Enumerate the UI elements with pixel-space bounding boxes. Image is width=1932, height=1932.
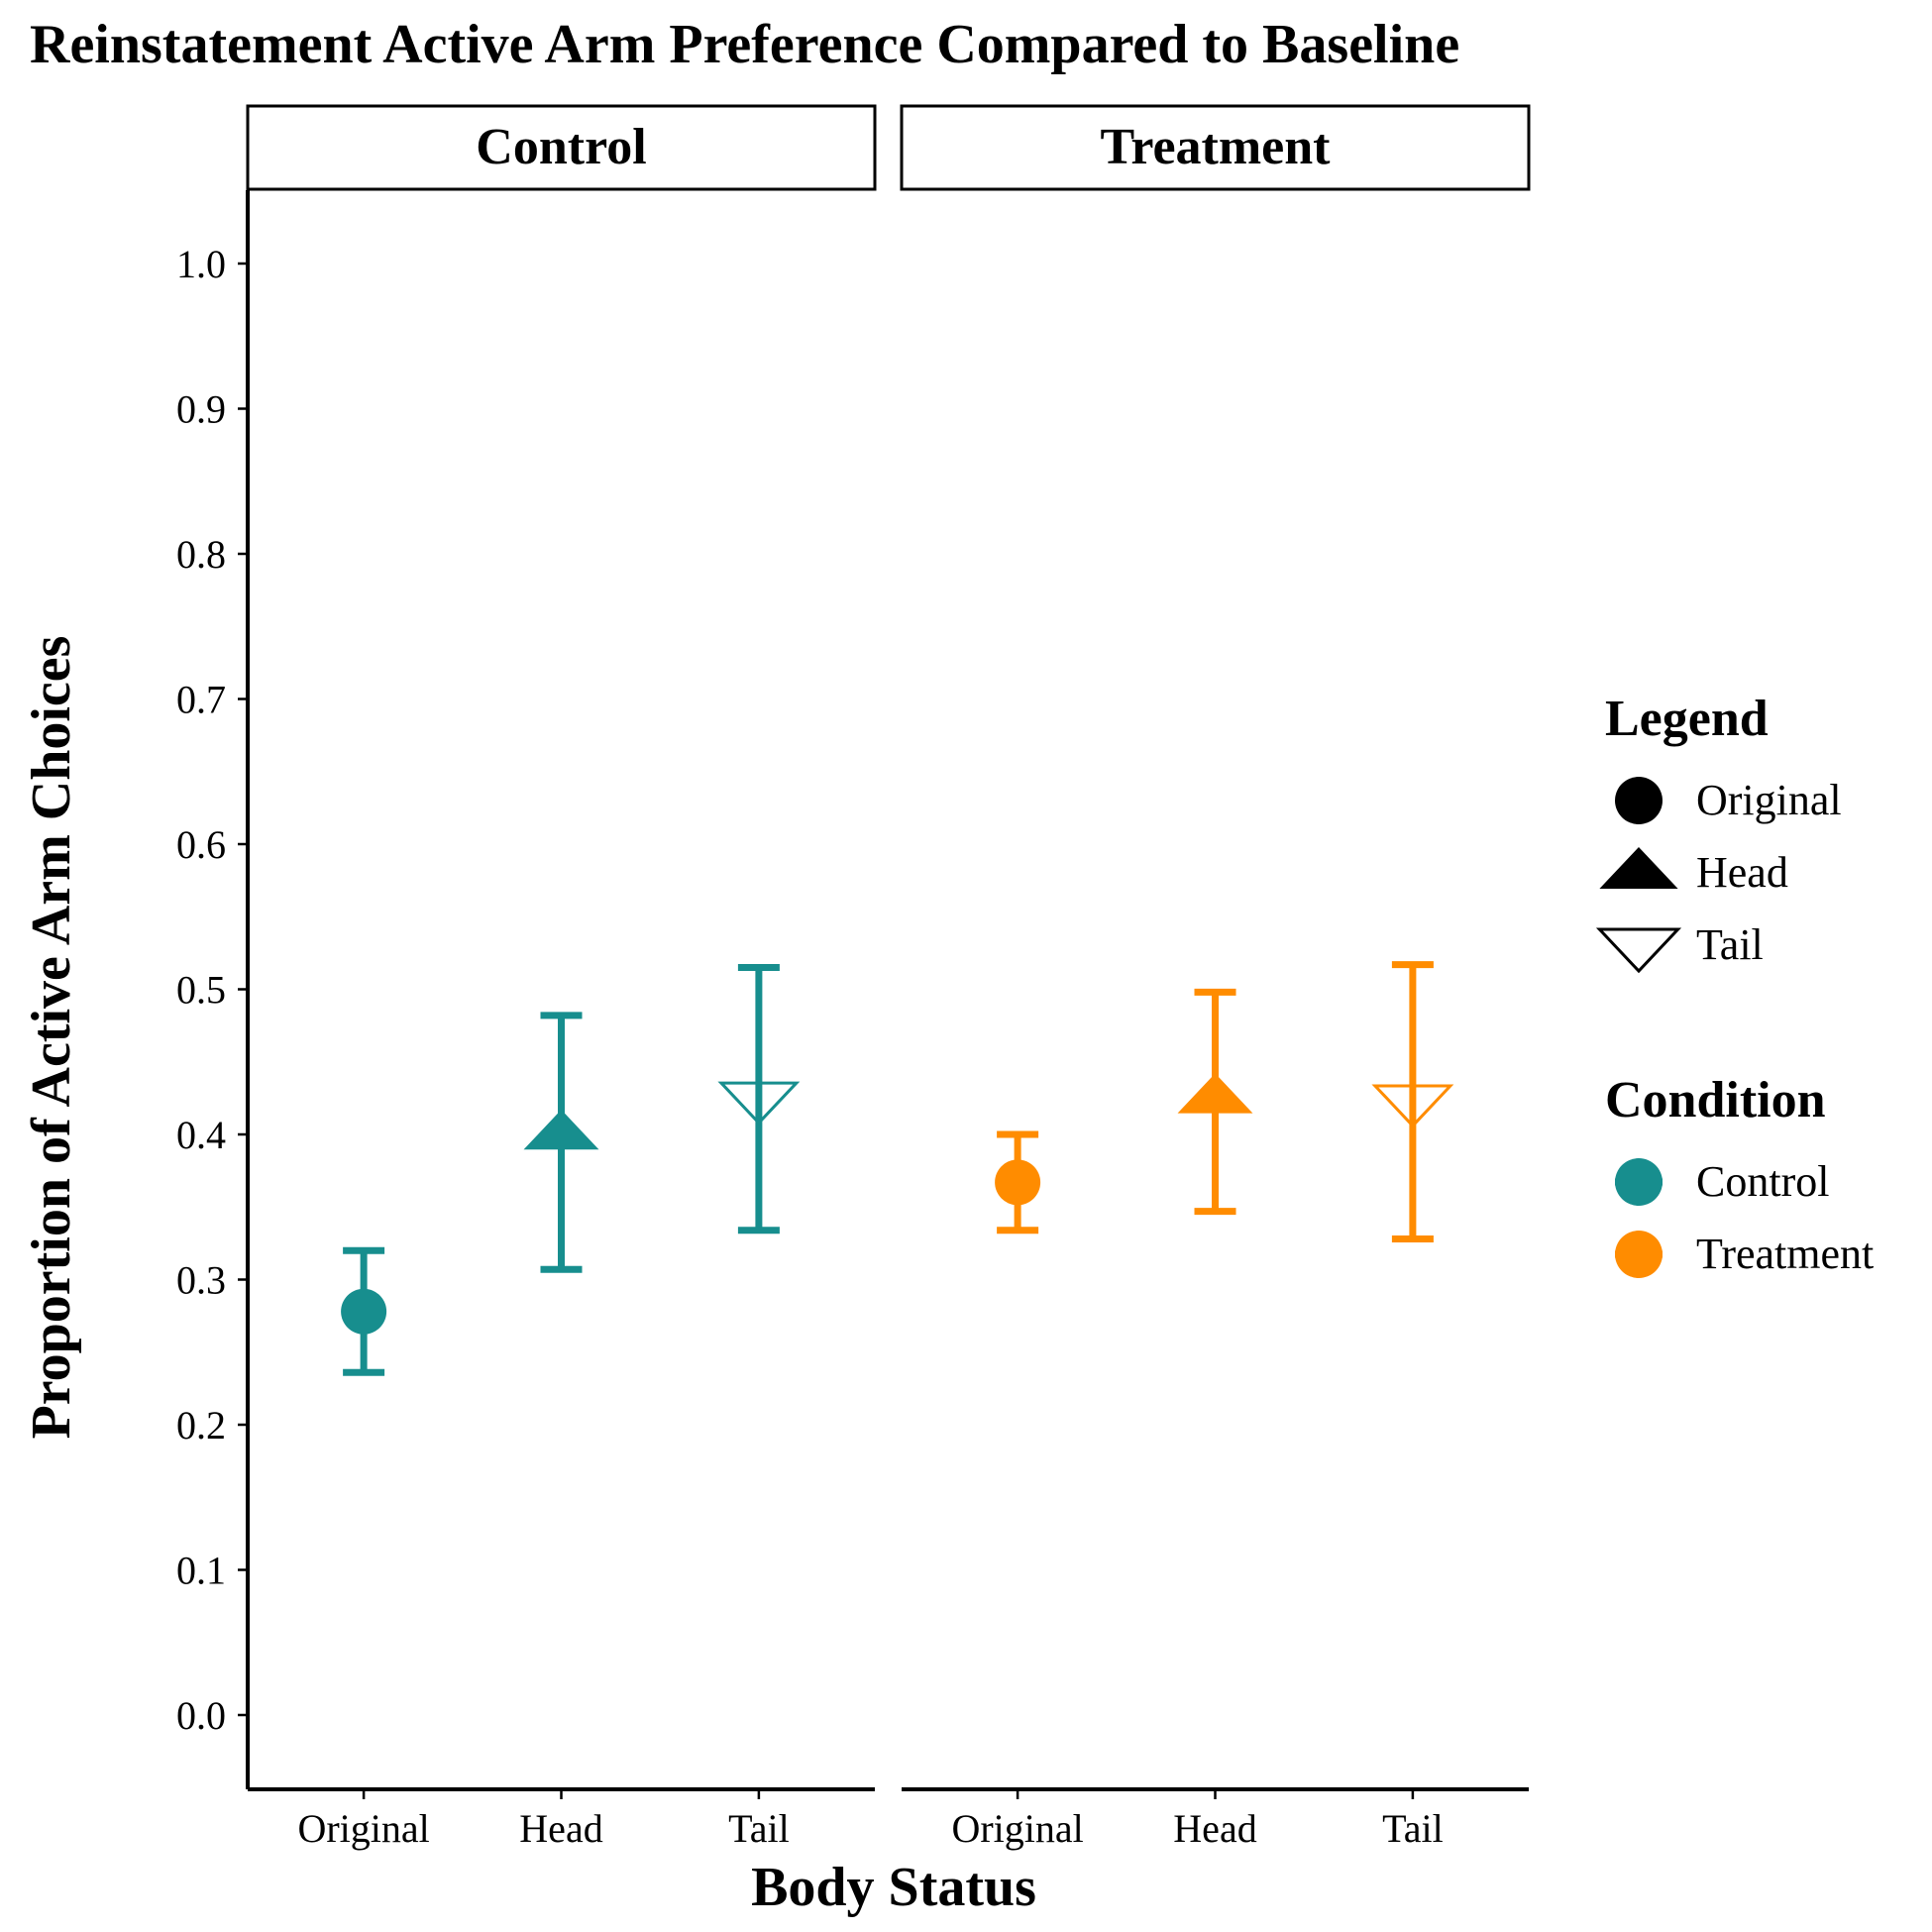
y-axis: 0.0 0.1 0.2 0.3 0.4 0.5 0.6 0.7 0.8 0.9 1.0: [176, 190, 250, 1789]
y-tick-label: 0.7: [176, 678, 226, 722]
x-tick-label: Original: [297, 1806, 429, 1851]
legend-title: Legend: [1605, 691, 1769, 747]
x-axis-title: Body Status: [751, 1857, 1036, 1918]
point-marker: [1177, 1073, 1253, 1114]
y-tick-label: 0.5: [176, 968, 226, 1013]
point-marker: [995, 1159, 1041, 1206]
x-tick-label: Original: [951, 1806, 1083, 1851]
y-axis-title: Proportion of Active Arm Choices: [21, 636, 82, 1440]
y-tick-label: 0.0: [176, 1693, 226, 1738]
legend-item-label: Control: [1696, 1157, 1829, 1206]
point-marker: [717, 1081, 801, 1126]
x-tick-label: Head: [519, 1806, 602, 1851]
y-tick-label: 0.4: [176, 1113, 226, 1157]
panel-strip-label: Treatment: [1101, 119, 1332, 175]
data-point-treatment-original: [995, 1130, 1041, 1234]
y-tick-label: 0.1: [176, 1549, 226, 1593]
legend-item-original: Original: [1615, 776, 1842, 824]
legend-item-head: Head: [1599, 846, 1788, 897]
point-marker: [523, 1110, 599, 1150]
legend-shape-key: [1595, 927, 1682, 974]
chart-title: Reinstatement Active Arm Preference Comp…: [30, 14, 1459, 75]
y-tick-label: 0.9: [176, 387, 226, 432]
legend-item-label: Treatment: [1696, 1230, 1874, 1278]
y-tick-label: 0.2: [176, 1403, 226, 1448]
legend-item-tail: Tail: [1595, 920, 1764, 974]
x-tick-label: Head: [1173, 1806, 1256, 1851]
legend-item-label: Head: [1696, 848, 1788, 897]
data-point-control-tail: [717, 964, 801, 1234]
panels-layer: Control Original Head Tail Treatment Original…: [246, 104, 1531, 1851]
point-marker: [341, 1288, 387, 1335]
x-tick-label: Tail: [1382, 1806, 1444, 1851]
data-point-treatment-tail: [1371, 961, 1454, 1242]
y-tick-label: 0.6: [176, 822, 226, 867]
legend-title: Condition: [1605, 1072, 1826, 1128]
y-tick-label: 0.8: [176, 532, 226, 577]
legend-shape-key: [1615, 777, 1663, 824]
legend-item-treatment: Treatment: [1615, 1230, 1874, 1278]
legend-item-label: Original: [1696, 776, 1842, 824]
legend-item-control: Control: [1615, 1157, 1829, 1206]
legend-circle-key: [1615, 1231, 1663, 1278]
legend-legend: Legend Original Head Tail: [1595, 691, 1842, 974]
legend-shape-key: [1599, 846, 1678, 889]
panel-strip: [900, 104, 1531, 191]
legend-item-label: Tail: [1696, 920, 1764, 969]
data-point-treatment-head: [1177, 988, 1253, 1216]
legend-circle-key: [1615, 1158, 1663, 1206]
data-point-control-original: [341, 1246, 387, 1376]
y-tick-label: 1.0: [176, 242, 226, 286]
data-point-control-head: [523, 1012, 599, 1273]
panel-strip: [246, 104, 877, 191]
legend: Legend Original Head Tail Condition Control Tr…: [1595, 691, 1874, 1278]
point-marker: [1371, 1084, 1454, 1128]
x-tick-label: Tail: [728, 1806, 790, 1851]
y-tick-label: 0.3: [176, 1258, 226, 1303]
panel-strip-label: Control: [476, 119, 646, 175]
panel-treatment: Treatment Original Head Tail: [900, 104, 1531, 1851]
panel-control: Control Original Head Tail: [246, 104, 877, 1851]
legend-condition: Condition Control Treatment: [1605, 1072, 1874, 1278]
